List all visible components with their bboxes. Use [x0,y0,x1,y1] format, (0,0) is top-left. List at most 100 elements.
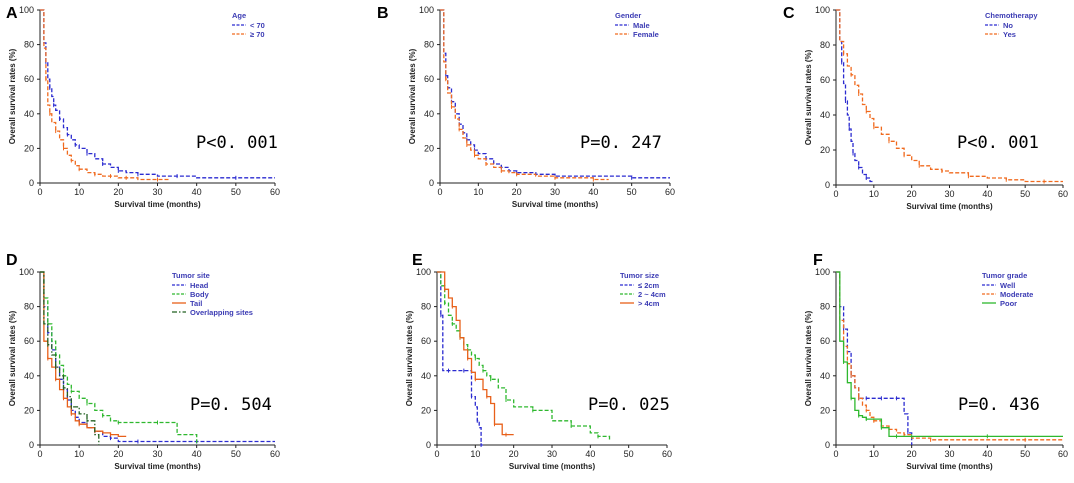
legend-label: Male [633,21,650,30]
y-tick-label: 100 [19,5,34,15]
panel-c: C 0 10 20 30 40 50 60 0 20 40 60 80 100 Survival time … [783,5,1068,211]
y-tick-label: 0 [29,178,34,188]
y-tick-label: 60 [424,74,434,84]
y-tick-label: 60 [421,336,431,346]
panel-letter: E [412,252,423,269]
y-tick-label: 20 [820,405,830,415]
y-tick-label: 60 [24,336,34,346]
legend-title: Chemotherapy [985,11,1038,20]
panel-letter: D [6,252,18,269]
x-tick-label: 60 [1058,189,1068,199]
x-tick-label: 50 [1020,449,1030,459]
legend-label: Overlapping sites [190,308,253,317]
p-value: P=0. 247 [580,133,662,153]
x-axis-title: Survival time (months) [512,200,599,209]
y-tick-label: 0 [825,440,830,450]
x-tick-label: 10 [473,187,483,197]
survival-curve-yes [836,9,1063,183]
x-tick-label: 60 [662,449,672,459]
y-tick-label: 40 [24,109,34,119]
x-tick-label: 10 [74,449,84,459]
x-tick-label: 20 [509,449,519,459]
x-tick-label: 0 [833,449,838,459]
x-tick-label: 40 [192,187,202,197]
survival-curve-well [836,271,913,445]
x-tick-label: 10 [74,187,84,197]
y-tick-label: 80 [820,40,830,50]
x-tick-label: 10 [869,449,879,459]
x-tick-label: 30 [944,449,954,459]
x-tick-label: 40 [982,189,992,199]
legend-label: No [1003,21,1013,30]
x-tick-label: 30 [944,189,954,199]
y-tick-label: 60 [820,75,830,85]
x-tick-label: 20 [907,189,917,199]
y-axis-title: Overall survival rates (%) [804,310,813,406]
y-tick-label: 20 [424,143,434,153]
panel-a: A 0 10 20 30 40 50 60 0 20 40 60 80 100 Survival time … [6,5,280,209]
x-tick-label: 50 [627,187,637,197]
y-tick-label: 60 [24,74,34,84]
x-tick-label: 20 [907,449,917,459]
y-tick-label: 40 [424,109,434,119]
survival-curve-tail [40,271,127,438]
x-tick-label: 20 [113,187,123,197]
x-tick-label: 0 [37,187,42,197]
p-value: P<0. 001 [957,133,1039,153]
panel-b: B 0 10 20 30 40 50 60 0 20 40 60 80 100 Survival time … [377,5,675,209]
y-tick-label: 20 [820,145,830,155]
legend-label: 2 ~ 4cm [638,290,666,299]
x-tick-label: 40 [588,187,598,197]
y-axis-title: Overall survival rates (%) [408,48,417,144]
x-tick-label: 20 [512,187,522,197]
legend-label: ≤ 2cm [638,281,660,290]
y-axis-title: Overall survival rates (%) [804,49,813,145]
x-tick-label: 50 [1020,189,1030,199]
x-axis-title: Survival time (months) [114,200,201,209]
survival-curve-body [40,271,198,445]
x-tick-label: 30 [547,449,557,459]
legend-label: Well [1000,281,1015,290]
survival-curve-2-4cm [437,271,611,440]
x-tick-label: 0 [833,189,838,199]
survival-curve-female [440,9,609,181]
x-tick-label: 10 [869,189,879,199]
legend-label: Female [633,30,659,39]
y-tick-label: 60 [820,336,830,346]
x-tick-label: 50 [231,449,241,459]
survival-curve-4cm [437,271,514,436]
x-tick-label: 60 [665,187,675,197]
y-tick-label: 40 [24,371,34,381]
legend-label: ≥ 70 [250,30,265,39]
x-tick-label: 30 [152,449,162,459]
x-tick-label: 40 [982,449,992,459]
legend-label: > 4cm [638,299,660,308]
x-tick-label: 0 [434,449,439,459]
x-axis-title: Survival time (months) [114,462,201,471]
y-tick-label: 40 [820,371,830,381]
y-tick-label: 80 [820,302,830,312]
y-tick-label: 20 [24,405,34,415]
x-tick-label: 50 [624,449,634,459]
y-axis-title: Overall survival rates (%) [8,48,17,144]
legend-label: Body [190,290,210,299]
survival-curve-moderate [836,271,1063,441]
x-axis-title: Survival time (months) [906,202,993,211]
x-tick-label: 30 [550,187,560,197]
y-tick-label: 100 [815,267,830,277]
x-tick-label: 0 [37,449,42,459]
y-tick-label: 0 [29,440,34,450]
legend-label: Moderate [1000,290,1033,299]
y-tick-label: 40 [421,371,431,381]
x-tick-label: 60 [270,187,280,197]
y-tick-label: 0 [429,178,434,188]
x-tick-label: 40 [192,449,202,459]
x-tick-label: 20 [113,449,123,459]
legend-label: Yes [1003,30,1016,39]
y-tick-label: 80 [421,302,431,312]
panel-letter: F [813,252,823,269]
survival-curve-70 [40,9,170,181]
x-tick-label: 50 [231,187,241,197]
x-tick-label: 60 [270,449,280,459]
